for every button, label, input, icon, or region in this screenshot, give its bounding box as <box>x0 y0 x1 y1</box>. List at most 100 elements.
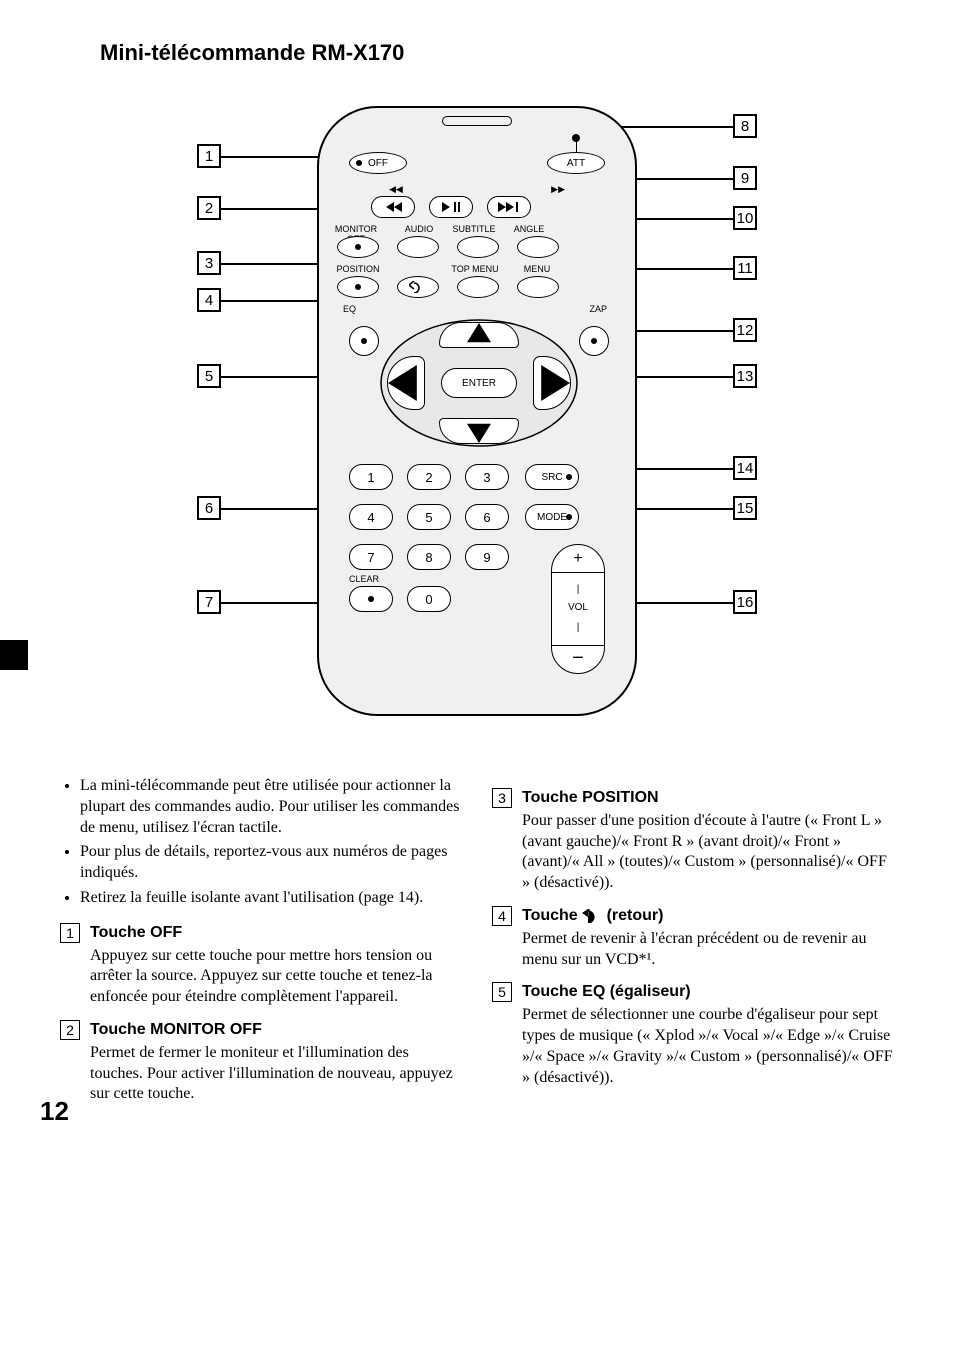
remote-body: OFF ATT ◀◀ ▶▶ <box>317 106 637 716</box>
dot-icon <box>368 596 374 602</box>
up-arrow-icon <box>440 323 518 347</box>
callout-10: 10 <box>733 206 757 230</box>
item-title-prefix: Touche <box>522 907 582 924</box>
position-button <box>337 276 379 298</box>
item-number: 4 <box>492 906 512 926</box>
bullet: Pour plus de détails, reportez-vous aux … <box>80 842 462 884</box>
callout-15: 15 <box>733 496 757 520</box>
next-icon <box>498 202 520 212</box>
dpad: ENTER <box>379 318 579 448</box>
callout-line <box>623 268 733 270</box>
vol-rocker: + − | VOL | <box>551 544 605 674</box>
bullet: La mini-télécommande peut être utilisée … <box>80 776 462 838</box>
att-label: ATT <box>567 158 585 169</box>
side-tab <box>0 640 28 670</box>
att-dot <box>572 134 580 142</box>
num-9-button: 9 <box>465 544 509 570</box>
clear-label: CLEAR <box>349 574 379 584</box>
mode-button: MODE <box>525 504 579 530</box>
item-1: 1 Touche OFF Appuyez sur cette touche po… <box>60 923 462 1008</box>
callout-9: 9 <box>733 166 757 190</box>
eq-button <box>349 326 379 356</box>
callout-11: 11 <box>733 256 757 280</box>
dot-icon <box>566 474 572 480</box>
play-pause-icon <box>442 202 460 212</box>
dot-icon <box>355 244 361 250</box>
callout-8: 8 <box>733 114 757 138</box>
next-button <box>487 196 531 218</box>
item-5: 5 Touche EQ (égaliseur) Permet de sélect… <box>492 982 894 1088</box>
angle-label: ANGLE <box>507 224 551 234</box>
page-number: 12 <box>40 1096 69 1127</box>
vol-divider <box>551 572 605 573</box>
dot-icon <box>566 514 572 520</box>
num-2-button: 2 <box>407 464 451 490</box>
att-button: ATT <box>547 152 605 174</box>
angle-button <box>517 236 559 258</box>
callout-1: 1 <box>197 144 221 168</box>
callout-2: 2 <box>197 196 221 220</box>
callout-7: 7 <box>197 590 221 614</box>
item-desc: Permet de fermer le moniteur et l'illumi… <box>90 1043 462 1105</box>
prev-icon <box>382 202 404 212</box>
top-menu-button <box>457 276 499 298</box>
dpad-right <box>533 356 571 410</box>
num-8-button: 8 <box>407 544 451 570</box>
monitor-off-button <box>337 236 379 258</box>
item-title: Touche OFF <box>90 923 462 944</box>
vol-label: VOL <box>551 602 605 613</box>
callout-14: 14 <box>733 456 757 480</box>
item-2: 2 Touche MONITOR OFF Permet de fermer le… <box>60 1020 462 1105</box>
dot-icon <box>355 284 361 290</box>
item-desc: Pour passer d'une position d'écoute à l'… <box>522 811 894 894</box>
item-number: 1 <box>60 923 80 943</box>
dpad-down <box>439 418 519 444</box>
callout-6: 6 <box>197 496 221 520</box>
right-arrow-icon <box>534 357 570 409</box>
item-title: Touche MONITOR OFF <box>90 1020 462 1041</box>
off-label: OFF <box>368 158 388 169</box>
rewind-icon: ◀◀ <box>389 184 403 195</box>
zap-label: ZAP <box>589 304 607 314</box>
return-icon <box>582 909 602 923</box>
vol-tick: | <box>551 584 605 595</box>
audio-label: AUDIO <box>397 224 441 234</box>
item-number: 3 <box>492 788 512 808</box>
item-number: 5 <box>492 982 512 1002</box>
intro-bullets: La mini-télécommande peut être utilisée … <box>60 776 462 909</box>
item-title-suffix: (retour) <box>602 907 663 924</box>
callout-3: 3 <box>197 251 221 275</box>
subtitle-label: SUBTITLE <box>449 224 499 234</box>
num-3-button: 3 <box>465 464 509 490</box>
item-title: Touche POSITION <box>522 788 894 809</box>
vol-tick: | <box>551 622 605 633</box>
callout-line <box>623 178 733 180</box>
vol-plus-icon: + <box>551 550 605 568</box>
callout-line <box>623 218 733 220</box>
top-menu-label: TOP MENU <box>449 264 501 274</box>
page-title: Mini-télécommande RM-X170 <box>100 40 894 66</box>
return-button <box>397 276 439 298</box>
vol-minus-icon: − <box>551 647 605 670</box>
audio-button <box>397 236 439 258</box>
menu-button <box>517 276 559 298</box>
callout-12: 12 <box>733 318 757 342</box>
down-arrow-icon <box>440 419 518 443</box>
off-button: OFF <box>349 152 407 174</box>
callout-4: 4 <box>197 288 221 312</box>
return-icon <box>409 281 427 293</box>
bullet: Retirez la feuille isolante avant l'util… <box>80 888 462 909</box>
dot-icon <box>591 338 597 344</box>
num-0-button: 0 <box>407 586 451 612</box>
dot-icon <box>361 338 367 344</box>
position-label: POSITION <box>333 264 383 274</box>
left-arrow-icon <box>388 357 424 409</box>
prev-button <box>371 196 415 218</box>
play-pause-button <box>429 196 473 218</box>
num-7-button: 7 <box>349 544 393 570</box>
forward-icon: ▶▶ <box>551 184 565 195</box>
dot-icon <box>356 160 362 166</box>
dpad-up <box>439 322 519 348</box>
src-button: SRC <box>525 464 579 490</box>
item-3: 3 Touche POSITION Pour passer d'une posi… <box>492 788 894 894</box>
